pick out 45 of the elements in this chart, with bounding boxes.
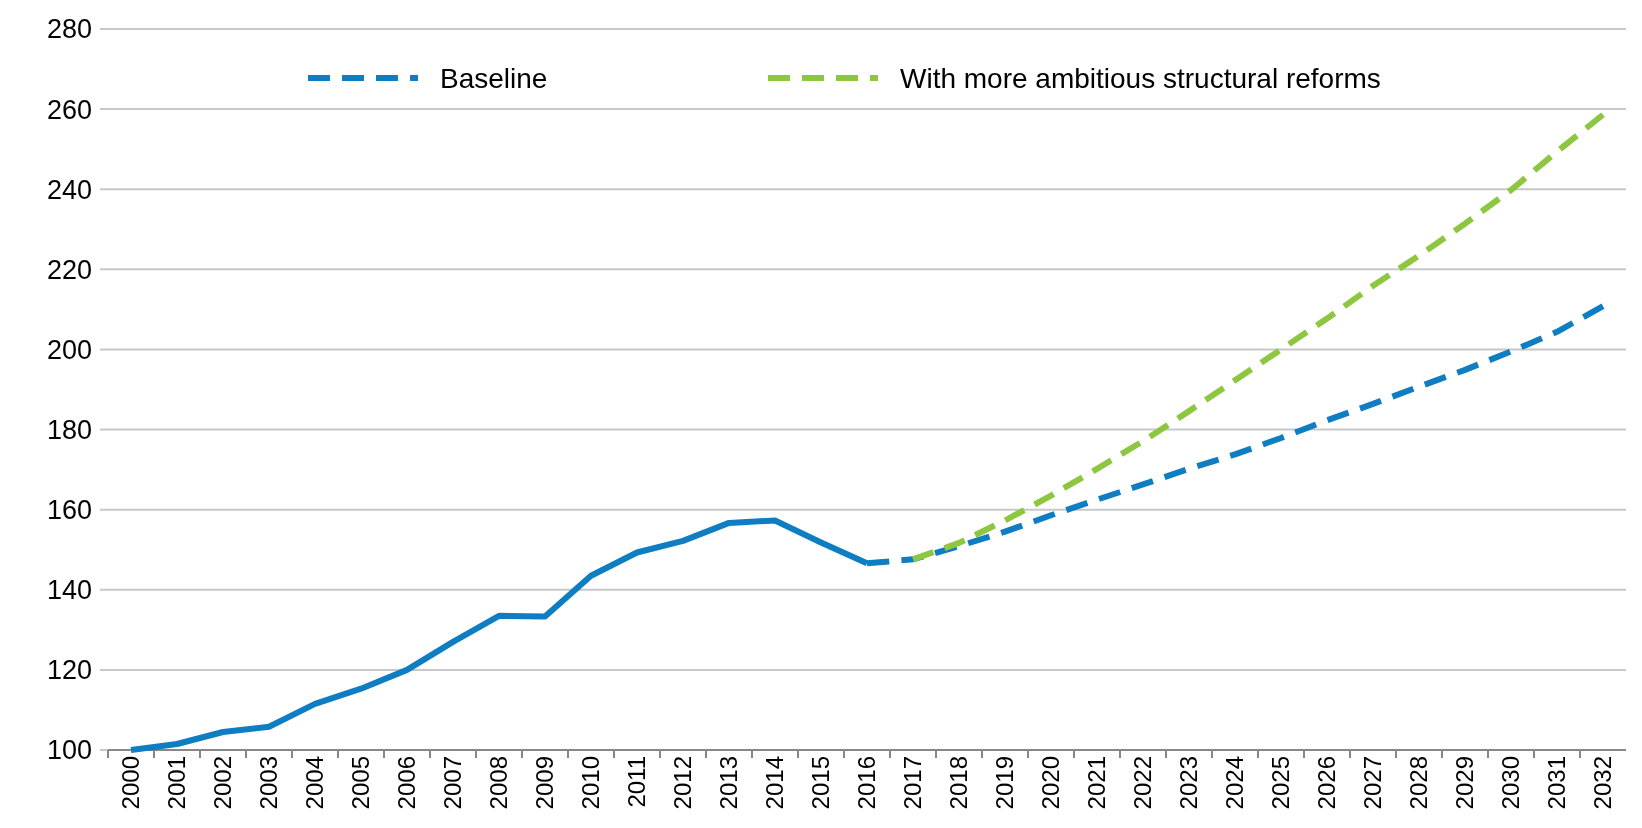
x-tick-label: 2009 xyxy=(531,756,559,810)
x-tick-label: 2015 xyxy=(807,756,835,810)
x-tick-label: 2002 xyxy=(209,756,237,810)
y-tick-label: 100 xyxy=(46,735,92,766)
x-tick-label: 2028 xyxy=(1405,756,1433,810)
x-tick-label: 2000 xyxy=(117,756,145,810)
x-tick-label: 2027 xyxy=(1359,756,1387,810)
y-tick-label: 260 xyxy=(46,94,92,125)
x-tick-label: 2003 xyxy=(255,756,283,810)
x-tick-label: 2016 xyxy=(853,756,881,810)
x-tick-label: 2022 xyxy=(1129,756,1157,810)
x-tick-label: 2025 xyxy=(1267,756,1295,810)
x-tick-label: 2011 xyxy=(623,756,651,808)
y-tick-label: 140 xyxy=(46,575,92,606)
y-tick-label: 240 xyxy=(46,174,92,205)
x-tick-label: 2007 xyxy=(439,756,467,810)
x-tick-label: 2004 xyxy=(301,756,329,810)
x-tick-label: 2014 xyxy=(761,756,789,810)
x-tick-label: 2029 xyxy=(1451,756,1479,810)
x-tick-label: 2019 xyxy=(991,756,1019,810)
y-tick-label: 280 xyxy=(46,14,92,45)
y-tick-label: 120 xyxy=(46,655,92,686)
legend-label: With more ambitious structural reforms xyxy=(900,62,1381,94)
x-tick-label: 2018 xyxy=(945,756,973,810)
x-tick-label: 2012 xyxy=(669,756,697,810)
x-tick-label: 2006 xyxy=(393,756,421,810)
x-tick-label: 2005 xyxy=(347,756,375,810)
x-tick-label: 2010 xyxy=(577,756,605,810)
x-tick-label: 2008 xyxy=(485,756,513,810)
x-tick-label: 2024 xyxy=(1221,756,1249,810)
y-tick-label: 160 xyxy=(46,495,92,526)
x-tick-label: 2017 xyxy=(899,756,927,810)
y-tick-label: 180 xyxy=(46,415,92,446)
x-tick-label: 2001 xyxy=(163,756,191,810)
x-tick-label: 2030 xyxy=(1497,756,1525,810)
x-tick-label: 2023 xyxy=(1175,756,1203,810)
x-tick-label: 2032 xyxy=(1589,756,1617,810)
y-tick-label: 200 xyxy=(46,334,92,365)
x-tick-label: 2021 xyxy=(1083,756,1111,810)
x-tick-label: 2013 xyxy=(715,756,743,810)
x-tick-label: 2026 xyxy=(1313,756,1341,810)
x-tick-label: 2031 xyxy=(1543,756,1571,810)
y-tick-label: 220 xyxy=(46,254,92,285)
legend-label: Baseline xyxy=(440,62,548,94)
x-tick-label: 2020 xyxy=(1037,756,1065,810)
